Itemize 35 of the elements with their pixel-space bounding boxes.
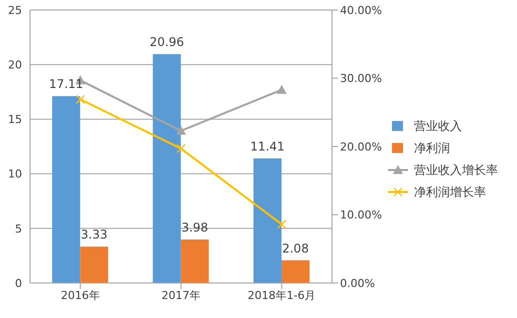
bar bbox=[281, 260, 310, 283]
legend-label: 净利润 bbox=[414, 140, 450, 157]
bar bbox=[80, 246, 108, 283]
point bbox=[276, 84, 287, 94]
y-tick-label: 15 bbox=[8, 113, 22, 126]
x-tick-label: 2017年 bbox=[162, 288, 200, 302]
legend-label: 净利润增长率 bbox=[414, 184, 486, 201]
y2-tick-label: 0.00% bbox=[340, 276, 375, 290]
x-tick-label: 2018年1-6月 bbox=[248, 288, 316, 302]
y2-tick-label: 30.00% bbox=[340, 72, 382, 86]
bar bbox=[52, 96, 80, 283]
point bbox=[277, 220, 286, 229]
y-tick-label: 0 bbox=[15, 276, 22, 290]
point bbox=[176, 144, 186, 154]
y2-tick-label: 10.00% bbox=[340, 208, 382, 222]
y-tick-label: 10 bbox=[8, 168, 22, 181]
y-tick-label: 20 bbox=[8, 58, 22, 72]
data-label: 3.98 bbox=[181, 220, 208, 235]
bar bbox=[152, 54, 181, 283]
data-label: 20.96 bbox=[150, 35, 184, 50]
legend-label: 营业收入 bbox=[414, 118, 462, 135]
data-label: 17.11 bbox=[48, 77, 84, 92]
data-label: 2.08 bbox=[282, 241, 309, 256]
y-tick-label: 5 bbox=[15, 222, 22, 236]
y-tick-label: 25 bbox=[8, 4, 22, 17]
x-tick-label: 2016年 bbox=[60, 288, 100, 302]
y2-tick-label: 20.00% bbox=[340, 140, 382, 154]
legend-label: 营业收入增长率 bbox=[414, 162, 498, 179]
data-label: 11.41 bbox=[250, 139, 285, 154]
bar bbox=[180, 240, 209, 283]
point bbox=[76, 94, 85, 104]
bar bbox=[253, 158, 282, 283]
point bbox=[176, 126, 186, 135]
data-label: 3.33 bbox=[80, 228, 108, 242]
y2-tick-label: 40.00% bbox=[340, 4, 382, 17]
